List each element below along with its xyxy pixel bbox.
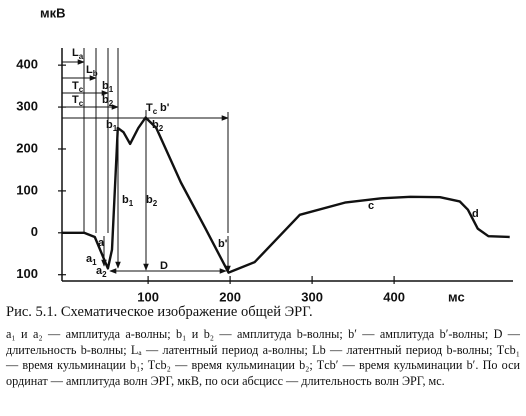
y-tick-label: 100 bbox=[16, 182, 38, 197]
annotation-text: a bbox=[96, 265, 103, 277]
annotation: b1 bbox=[106, 119, 118, 133]
annotation-text: L bbox=[72, 47, 79, 59]
annotation-text: T bbox=[72, 80, 79, 92]
erg-curve bbox=[62, 116, 510, 274]
annotation-text: b bbox=[106, 119, 113, 131]
annotation: d bbox=[472, 208, 479, 220]
annotation-text: b bbox=[102, 80, 109, 92]
annotation: b' bbox=[160, 102, 170, 114]
annotation-text: T bbox=[72, 94, 79, 106]
x-tick-label: 400 bbox=[383, 289, 405, 304]
annotation: b1 bbox=[102, 80, 114, 94]
annotation: b2 bbox=[146, 194, 158, 208]
y-tick-label: 400 bbox=[16, 57, 38, 72]
annotation: a2 bbox=[96, 265, 107, 279]
annotation-text: c bbox=[368, 200, 374, 212]
caption-title: Рис. 5.1. Схематическое изображение обще… bbox=[6, 304, 313, 320]
annotation-sub: b bbox=[93, 69, 98, 78]
annotation-text: a bbox=[98, 237, 105, 249]
y-tick-label: 100 bbox=[16, 266, 38, 281]
annotation-text: b bbox=[102, 94, 109, 106]
y-tick-label: 300 bbox=[16, 98, 38, 113]
annotation-text: D bbox=[160, 260, 168, 272]
annotation-text: b bbox=[146, 194, 153, 206]
annotation-text: a bbox=[86, 253, 93, 265]
annotation: b2 bbox=[102, 94, 114, 108]
annotation-sub: c bbox=[79, 85, 84, 94]
annotation-text: b' bbox=[160, 102, 170, 114]
annotation-sub: 2 bbox=[153, 199, 158, 208]
annotation-sub: 1 bbox=[92, 258, 97, 267]
x-axis-label: мс bbox=[448, 289, 465, 304]
annotation: b2 bbox=[152, 119, 164, 133]
annotation-text: b' bbox=[218, 238, 228, 250]
y-axis-label: мкВ bbox=[40, 5, 66, 20]
annotation: a bbox=[98, 237, 105, 249]
x-tick-label: 300 bbox=[301, 289, 323, 304]
annotation-text: d bbox=[472, 208, 479, 220]
annotation: Tc bbox=[72, 80, 84, 94]
annotation: b' bbox=[218, 238, 228, 250]
y-tick-label: 200 bbox=[16, 140, 38, 155]
annotation-sub: 2 bbox=[102, 270, 107, 279]
annotation: Lb bbox=[86, 64, 98, 78]
caption: Рис. 5.1. Схематическое изображение обще… bbox=[6, 304, 520, 389]
annotation: b1 bbox=[122, 194, 134, 208]
annotation-sub: a bbox=[79, 52, 84, 61]
annotation-text: b bbox=[122, 194, 129, 206]
annotation: Tc bbox=[146, 102, 158, 116]
x-tick-label: 200 bbox=[219, 289, 241, 304]
annotation: La bbox=[72, 47, 84, 61]
annotation: D bbox=[160, 260, 168, 272]
annotation-sub: 1 bbox=[129, 199, 134, 208]
annotation-sub: 2 bbox=[109, 99, 114, 108]
annotation-text: b bbox=[152, 119, 159, 131]
annotation: a1 bbox=[86, 253, 97, 267]
annotation-sub: 2 bbox=[159, 124, 164, 133]
caption-text: a₁ и a₂ — амплитуда a-волны; b₁ и b₂ — а… bbox=[6, 327, 520, 388]
annotation: c bbox=[368, 200, 374, 212]
y-tick-label: 0 bbox=[31, 224, 38, 239]
annotation-text: T bbox=[146, 102, 153, 114]
annotation-text: L bbox=[86, 64, 93, 76]
annotation: Tc bbox=[72, 94, 84, 108]
x-tick-label: 100 bbox=[137, 289, 159, 304]
annotation-sub: 1 bbox=[113, 124, 118, 133]
annotation-sub: 1 bbox=[109, 85, 114, 94]
annotation-sub: c bbox=[79, 99, 84, 108]
annotation-sub: c bbox=[153, 107, 158, 116]
